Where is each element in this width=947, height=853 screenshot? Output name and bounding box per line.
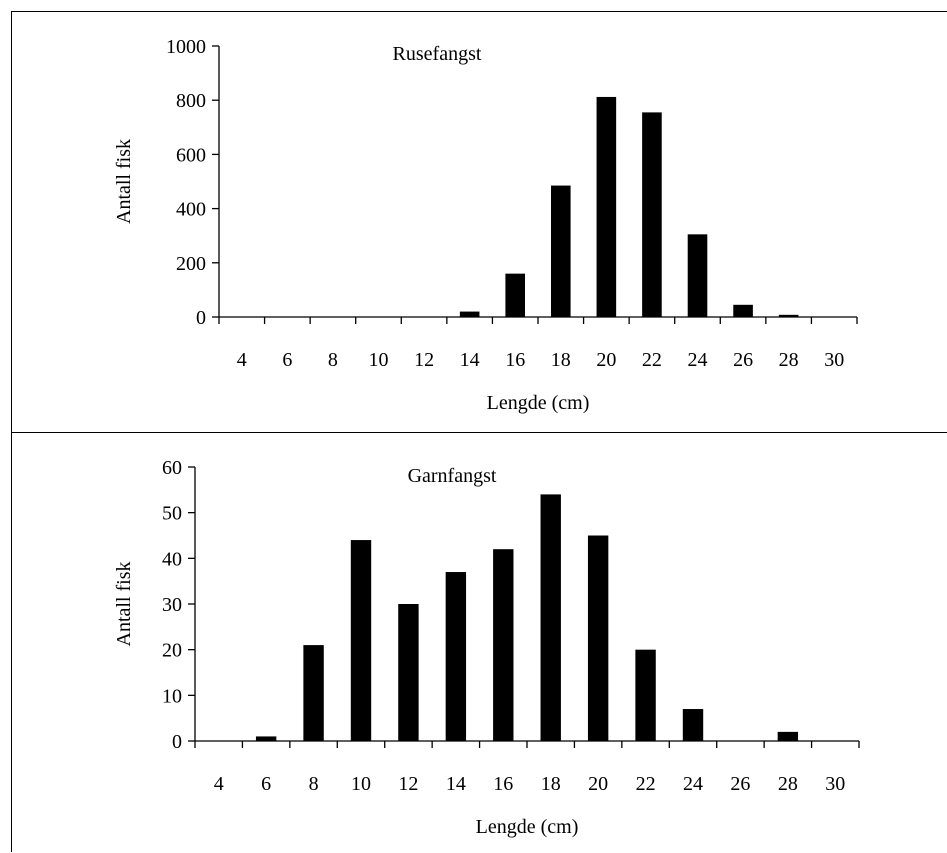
bar-16 (493, 549, 514, 741)
chart-title: Rusefangst (393, 43, 482, 65)
x-tick-label: 20 (596, 349, 616, 371)
y-tick-label: 400 (176, 199, 206, 221)
y-tick-label: 0 (172, 731, 182, 753)
x-tick-label: 16 (505, 349, 525, 371)
x-axis-label: Lengde (cm) (476, 816, 579, 838)
bar-26 (733, 304, 753, 317)
y-tick-label: 60 (162, 457, 182, 479)
y-tick-label: 50 (162, 503, 182, 525)
x-tick-label: 8 (328, 349, 338, 371)
x-tick-label: 24 (683, 773, 703, 795)
bar-28 (778, 314, 799, 317)
x-tick-label: 8 (309, 773, 319, 795)
x-tick-label: 12 (398, 773, 418, 795)
bar-24 (682, 709, 704, 741)
bar-16 (505, 273, 526, 317)
y-tick-label: 20 (162, 640, 182, 662)
bar-22 (635, 649, 656, 741)
y-tick-label: 0 (196, 307, 206, 329)
bar-12 (398, 604, 419, 741)
x-tick-label: 14 (460, 349, 480, 371)
y-tick-label: 1000 (166, 36, 206, 58)
x-tick-label: 22 (642, 349, 662, 371)
bar-14 (459, 311, 480, 317)
x-tick-label: 16 (493, 773, 513, 795)
y-tick-label: 30 (162, 594, 182, 616)
chart-panel-garnfangst: Garnfangst 0 10 20 30 40 50 60 4 6 8 10 12 14 16 18 20 22… (11, 432, 947, 852)
x-tick-label: 26 (733, 349, 753, 371)
y-axis-label: Antall fisk (113, 562, 135, 647)
chart-rusefangst: Rusefangst 0 200 400 600 800 1000 4 6 8 10 12 14 16 18… (113, 36, 858, 414)
bar-28 (777, 731, 799, 741)
y-tick-label: 200 (176, 253, 206, 275)
y-tick-label: 40 (162, 548, 182, 570)
chart-garnfangst: Garnfangst 0 10 20 30 40 50 60 4 6 8 10 12 14 16 18 20 22… (113, 457, 860, 838)
bar-8 (303, 645, 324, 741)
x-tick-label: 30 (825, 773, 845, 795)
bar-14 (445, 572, 467, 741)
x-tick-label: 10 (369, 349, 389, 371)
bar-20 (587, 535, 609, 741)
bar-24 (687, 234, 708, 317)
x-tick-label: 28 (778, 773, 798, 795)
x-tick-label: 4 (214, 773, 224, 795)
bar-18 (550, 185, 571, 317)
y-tick-label: 600 (176, 144, 206, 166)
x-tick-label: 6 (261, 773, 271, 795)
x-tick-label: 26 (730, 773, 750, 795)
x-tick-label: 4 (237, 349, 247, 371)
x-tick-label: 20 (588, 773, 608, 795)
x-tick-label: 12 (414, 349, 434, 371)
chart-title: Garnfangst (408, 465, 497, 487)
y-axis-label: Antall fisk (113, 139, 135, 224)
bar-22 (642, 112, 662, 318)
x-tick-label: 18 (551, 349, 571, 371)
y-tick-label: 800 (176, 90, 206, 112)
bar-10 (350, 540, 372, 741)
x-axis-label: Lengde (cm) (487, 392, 590, 414)
bar-20 (596, 96, 617, 317)
x-tick-label: 24 (688, 349, 708, 371)
bar-18 (540, 494, 561, 741)
chart-panel-rusefangst: Rusefangst 0 200 400 600 800 1000 4 6 8 10 12 14 16 18… (11, 11, 947, 432)
bar-6 (255, 736, 277, 741)
x-tick-label: 28 (779, 349, 799, 371)
x-tick-label: 22 (636, 773, 656, 795)
x-tick-label: 6 (282, 349, 292, 371)
x-tick-label: 14 (446, 773, 466, 795)
x-tick-label: 18 (541, 773, 561, 795)
x-tick-label: 10 (351, 773, 371, 795)
y-tick-label: 10 (162, 685, 182, 707)
x-tick-label: 30 (824, 349, 844, 371)
